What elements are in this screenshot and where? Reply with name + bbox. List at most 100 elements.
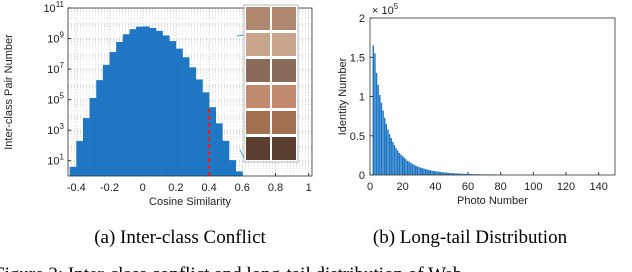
tick-base: 10 [47,95,59,107]
bar [473,174,476,175]
bar [392,142,394,175]
bar [472,174,474,175]
histogram-bar [222,140,230,176]
bar [374,53,376,176]
bar [406,160,409,175]
x-tick-label: -0.4 [67,182,86,194]
bar [385,123,388,175]
bar [465,173,468,175]
tick-exponent: 3 [60,122,65,131]
bar [401,156,404,175]
x-tick-label: 60 [462,181,474,193]
histogram-bar [102,64,110,176]
bar [467,173,469,175]
histogram-bar [96,80,104,176]
bar [436,171,438,175]
x-tick-label: 0 [367,181,373,193]
bar [393,145,396,175]
histogram-bar [235,171,243,176]
tick-base: 10 [47,156,59,168]
bar [439,171,441,175]
histogram-bar [76,141,84,176]
y-tick-label: 1 [359,92,365,104]
histogram-bar [136,26,143,176]
bar [397,150,399,175]
bar [424,169,427,175]
tick-exponent: 11 [56,0,65,9]
bar [416,166,419,175]
bar [418,167,420,175]
y-tick-label: 1.5 [350,52,365,64]
bar [454,173,456,175]
bar [429,170,432,175]
x-tick-label: 0.2 [168,182,183,194]
bar [413,164,415,175]
tick-base: 10 [47,64,59,76]
bar [447,172,450,175]
face-panel [236,4,299,163]
bar [463,173,466,175]
x-tick-label: 120 [557,181,575,193]
y-tick-label: 103 [47,122,64,137]
x-tick-label: 20 [397,181,409,193]
bar [408,161,410,175]
histogram-bar [215,123,223,176]
bar [470,174,473,175]
y-tick-label: 101 [47,153,64,168]
tick-exponent: 9 [60,31,65,40]
bar [431,170,433,175]
bar [398,153,401,175]
y-axis-label: Inter-class Pair Number [3,34,15,150]
y-tick-label: 105 [47,92,64,107]
bar [426,169,428,175]
bar [380,102,383,175]
bar [419,167,422,175]
bar [400,154,402,175]
bar [421,168,424,175]
bar [457,173,459,175]
bar [377,84,379,175]
bar [449,172,451,175]
x-tick-label: 80 [495,181,507,193]
histogram-bar [209,107,217,176]
tick-base: 10 [47,34,59,46]
histogram-bar [182,57,190,176]
x-axis-label: Cosine Similarity [149,196,231,208]
histogram-bar [155,30,163,176]
histogram-bar [229,160,236,176]
bar [446,172,448,175]
axes-box [369,17,616,176]
tick-base: 10 [47,125,59,137]
x-tick-label: 0.8 [268,182,283,194]
bar [450,173,453,175]
y-tick-label: 2 [359,13,365,25]
histogram-bar [142,26,150,177]
histogram-bar [202,92,210,176]
bar [428,169,430,175]
bar [414,165,417,175]
bar [388,134,391,175]
bar [441,172,443,175]
y-tick-label: 1011 [43,0,64,15]
histogram-bar [122,34,130,176]
bar [395,148,397,175]
bar [411,164,414,175]
bar [410,162,412,175]
histogram-bar [82,118,90,176]
axes-box [67,7,313,177]
tick-exponent: 1 [60,153,65,162]
y-tick-label: 0 [359,170,365,182]
histogram-bar [89,97,97,176]
multiplier-exponent: 5 [394,2,399,11]
x-axis-label: Photo Number [457,195,528,207]
tick-exponent: 7 [60,61,65,70]
histogram-bar [195,79,203,176]
subcaption: (b) Long-tail Distribution [373,227,568,248]
bar [390,138,392,175]
bar [460,173,463,175]
bar [432,170,435,175]
bar [444,172,446,175]
plot-area [370,18,615,175]
